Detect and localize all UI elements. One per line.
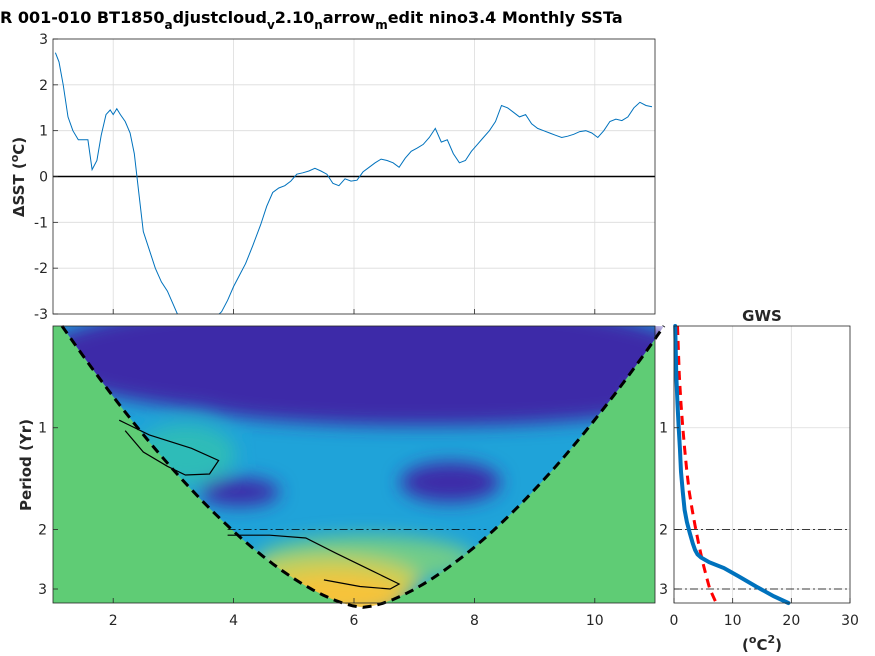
wavelet-y-tick-label: 1 — [38, 421, 47, 437]
timeseries-y-tick-label: -2 — [34, 261, 48, 277]
wavelet-x-tick-label: 2 — [109, 613, 118, 629]
wavelet-y-ticks: 1 2 3 — [38, 421, 58, 598]
gws-x-axis-label: (oC2) — [742, 633, 782, 654]
low-power-region-c — [400, 462, 501, 503]
gws-spectrum-curve — [673, 324, 791, 605]
gws-panel: 1 2 3 0 10 20 30 GWS (oC2) — [659, 307, 859, 654]
gws-y-ticks: 1 2 3 — [659, 421, 679, 598]
gws-x-tick-label: 10 — [724, 613, 742, 629]
gws-x-tick-label: 0 — [670, 613, 679, 629]
sst-anomaly-series-line — [54, 52, 653, 314]
gws-x-tick-label: 30 — [841, 613, 859, 629]
gws-y-tick-label: 3 — [659, 582, 668, 598]
timeseries-y-axis-label: ΔSST (oC) — [8, 137, 28, 217]
timeseries-x-ticks — [112, 309, 596, 314]
wavelet-x-tick-label: 10 — [586, 613, 604, 629]
wavelet-y-axis-label: Period (Yr) — [17, 419, 35, 511]
low-power-region-a — [196, 381, 657, 426]
significance-contour-upper — [118, 419, 220, 476]
timeseries-y-tick-label: 1 — [39, 124, 48, 140]
timeseries-panel: 3 2 1 0 -1 -2 -3 ΔSST (oC) — [8, 32, 656, 323]
wavelet-x-tick-label: 4 — [229, 613, 238, 629]
gws-y-tick-label: 1 — [659, 421, 668, 437]
timeseries-y-tick-label: -1 — [34, 215, 48, 231]
chart-title: R 001-010 BT1850adjustcloudv2.10narrowme… — [0, 8, 623, 32]
gws-axes-box — [673, 325, 851, 604]
gws-significance-curve — [676, 325, 718, 604]
wavelet-y-tick-label: 2 — [38, 522, 47, 538]
significance-contour-lower — [227, 534, 401, 590]
gws-plot-area — [674, 326, 850, 603]
gws-x-ticks: 0 10 20 30 — [670, 598, 859, 629]
gws-y-tick-label: 2 — [659, 522, 668, 538]
low-power-region-b — [199, 478, 280, 507]
timeseries-y-tick-label: 0 — [39, 170, 48, 186]
wavelet-x-tick-label: 8 — [470, 613, 479, 629]
wavelet-x-ticks: 2 4 6 8 10 — [109, 598, 604, 629]
wavelet-y-tick-label: 3 — [38, 582, 47, 598]
wavelet-panel: 1 2 3 2 4 6 8 10 Period (Yr) — [17, 325, 666, 629]
wavelet-x-tick-label: 6 — [350, 613, 359, 629]
gws-x-tick-label: 20 — [782, 613, 800, 629]
timeseries-y-tick-label: 2 — [39, 78, 48, 94]
timeseries-y-tick-label: 3 — [39, 32, 48, 48]
cone-of-influence-line — [60, 325, 666, 609]
gws-title: GWS — [742, 307, 782, 325]
timeseries-y-ticks: 3 2 1 0 -1 -2 -3 — [34, 32, 58, 323]
timeseries-y-tick-label: -3 — [34, 307, 48, 323]
